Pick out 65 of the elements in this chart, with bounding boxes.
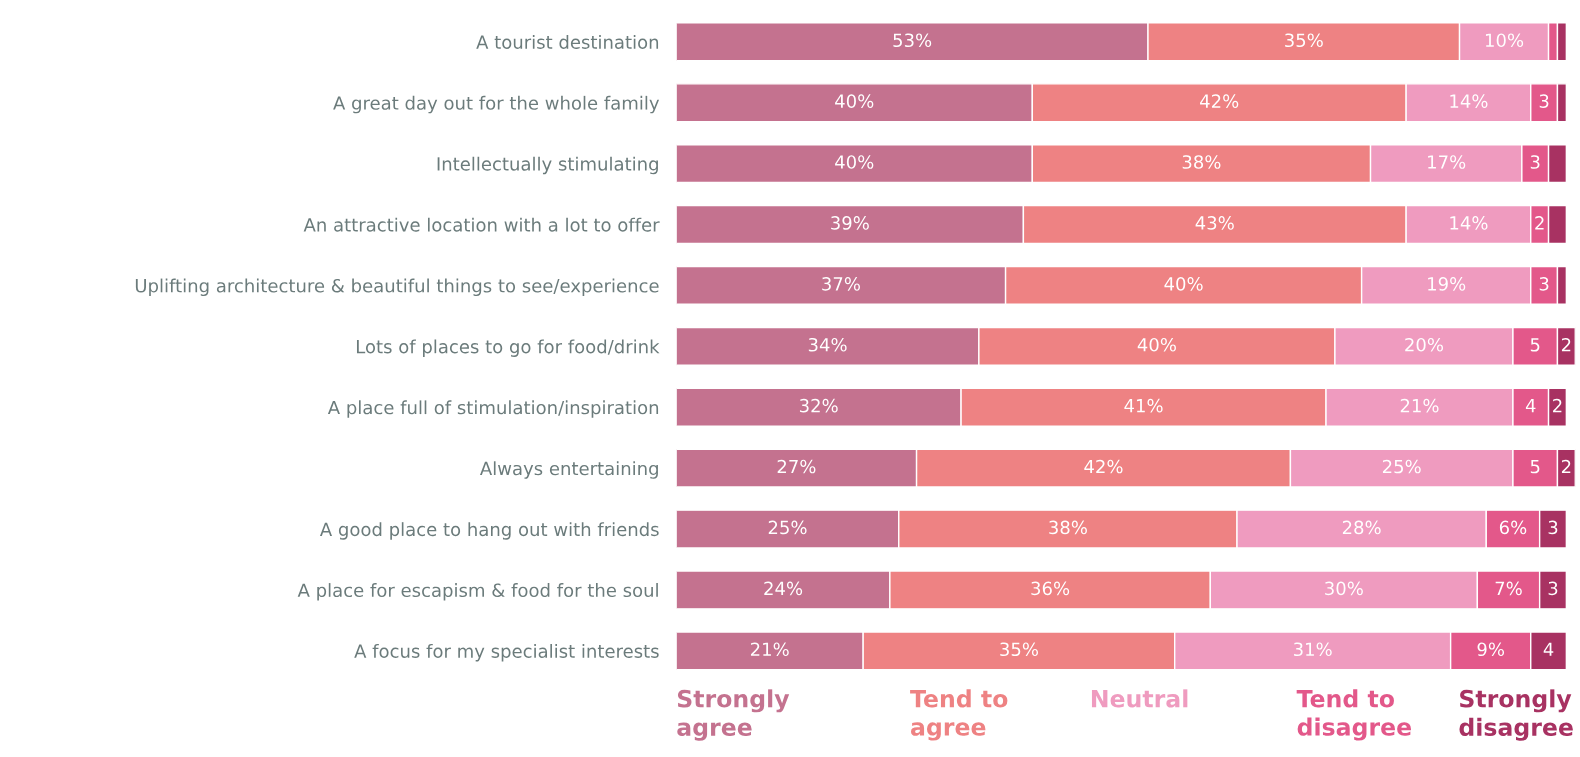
data-label: 28% [1342, 520, 1381, 535]
data-label: 39% [831, 216, 869, 230]
y-tick-label: A great day out for the whole family [333, 95, 660, 114]
series-label: Strongly agree [677, 689, 790, 741]
data-label: 14% [1450, 216, 1488, 230]
data-label: 24% [764, 581, 803, 596]
data-label: 2 [1561, 337, 1571, 352]
data-label: 40% [835, 155, 874, 169]
data-label: 21% [750, 642, 789, 657]
data-label: 53% [893, 33, 932, 48]
series-label: Tend to agree [910, 689, 1008, 741]
data-label: 38% [1049, 520, 1087, 535]
data-label: 20% [1405, 337, 1444, 352]
y-tick-label: A good place to hang out with friends [319, 522, 659, 540]
data-label: 4 [1543, 642, 1554, 656]
data-label: 25% [768, 520, 807, 535]
data-label: 6% [1499, 520, 1527, 535]
data-label: 3 [1539, 94, 1549, 108]
data-label: 42% [1084, 459, 1123, 474]
data-label: 40% [1137, 337, 1176, 352]
data-label: 38% [1182, 155, 1221, 169]
data-label: 32% [799, 398, 838, 413]
data-label: 43% [1195, 216, 1234, 230]
data-label: 37% [822, 277, 860, 291]
y-tick-label: A focus for my specialist interests [354, 643, 659, 662]
y-tick-label: Intellectually stimulating [437, 156, 658, 175]
data-label: 17% [1428, 155, 1466, 169]
data-label: 31% [1293, 642, 1332, 657]
data-label: 41% [1124, 398, 1163, 413]
data-label: 3 [1530, 155, 1540, 169]
data-label: 35% [1000, 642, 1038, 657]
data-label: 35% [1285, 33, 1323, 48]
data-label: 9% [1477, 642, 1505, 657]
data-label: 40% [835, 94, 874, 108]
data-label: 42% [1200, 94, 1239, 108]
data-label: 5 [1530, 338, 1540, 352]
y-tick-label: Always entertaining [480, 461, 658, 479]
data-label: 3 [1539, 277, 1549, 291]
data-label: 7% [1495, 581, 1522, 596]
y-tick-label: Uplifting architecture & beautiful things to see/experience [135, 278, 659, 297]
data-label: 14% [1450, 94, 1488, 108]
y-tick-label: Lots of places to go for food/drink [356, 339, 660, 357]
data-label: 30% [1325, 581, 1363, 596]
y-tick-label: A tourist destination [476, 34, 659, 49]
data-label: 2 [1561, 459, 1571, 474]
y-tick-label: A place for escapism & food for the soul [297, 583, 658, 601]
data-label: 10% [1485, 33, 1524, 48]
data-label: 40% [1164, 277, 1203, 291]
series-label: Neutral [1091, 689, 1188, 708]
data-label: 36% [1031, 581, 1070, 596]
data-label: 21% [1400, 398, 1439, 413]
data-label: 3 [1548, 520, 1558, 535]
data-label: 19% [1428, 277, 1466, 291]
data-label: 2 [1535, 216, 1544, 230]
data-label: 25% [1382, 459, 1421, 474]
data-label: 2 [1553, 398, 1562, 413]
data-label: 5 [1530, 459, 1540, 474]
y-tick-label: A place full of stimulation/inspiration [327, 400, 659, 418]
y-tick-label: An attractive location with a lot to offer [303, 217, 660, 232]
data-label: 34% [808, 337, 847, 352]
data-label: 3 [1548, 581, 1558, 596]
series-label: Strongly disagree [1459, 689, 1573, 741]
data-label: 27% [777, 459, 816, 474]
series-label: Tend to disagree [1296, 689, 1411, 741]
data-label: 4 [1525, 399, 1536, 413]
